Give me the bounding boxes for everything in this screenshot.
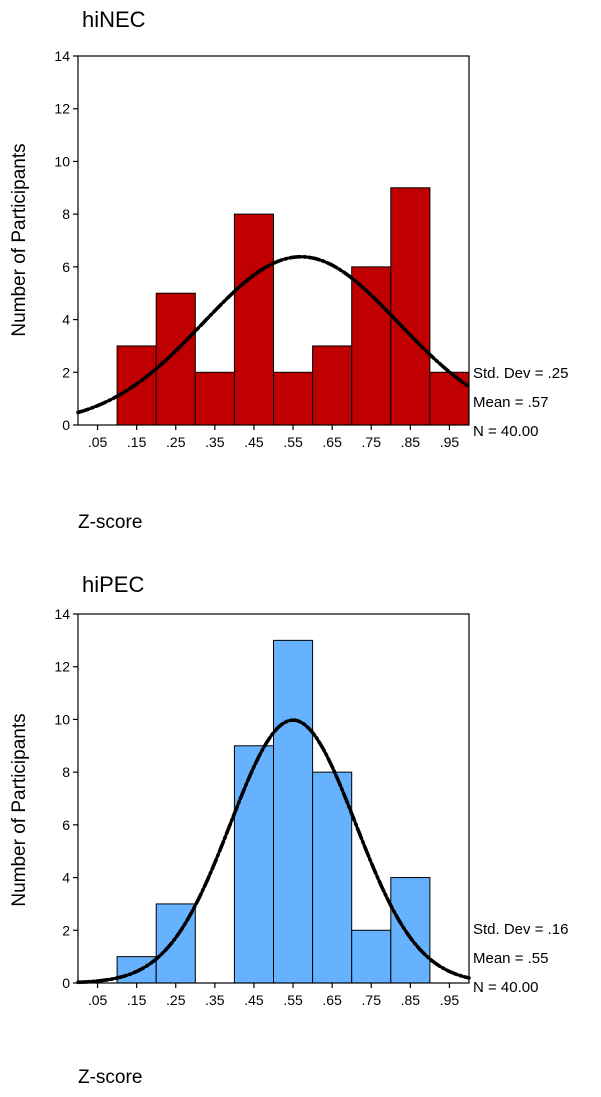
- y-tick-label: 4: [62, 870, 70, 886]
- stats-box: Std. Dev = .25 Mean = .57 N = 40.00: [473, 365, 568, 440]
- stat-mean: Mean = .55: [473, 950, 548, 967]
- bar-45: [233, 745, 274, 984]
- bar-55: [273, 639, 314, 984]
- bar-group: [116, 187, 470, 426]
- bar-25: [155, 292, 196, 426]
- x-tick-label: .35: [205, 434, 225, 450]
- bar-95: [429, 371, 470, 426]
- y-tick-label: 10: [54, 153, 70, 169]
- x-tick-label: .15: [127, 992, 147, 1008]
- x-tick-label: .75: [362, 434, 382, 450]
- y-axis-label: Number of Participants: [9, 713, 30, 906]
- x-tick-label: .85: [401, 992, 421, 1008]
- y-tick-label: 12: [54, 659, 70, 675]
- x-tick-label: .85: [401, 434, 421, 450]
- axes: 0 2 4 6 8 10 12 14 .05 .15 .25 .35 .45 .55 .65 .75 .85 .9…: [54, 606, 459, 1008]
- y-tick-label: 14: [54, 606, 70, 622]
- normal-curve: [76, 718, 471, 985]
- x-tick-label: .15: [127, 434, 147, 450]
- x-tick-label: .55: [283, 992, 303, 1008]
- y-tick-label: 2: [62, 922, 70, 938]
- y-tick-label: 12: [54, 101, 70, 117]
- x-tick-label: .55: [283, 434, 303, 450]
- x-tick-label: .65: [322, 434, 342, 450]
- x-tick-label: .05: [88, 992, 108, 1008]
- bar-85: [390, 187, 431, 426]
- x-tick-label: .65: [322, 992, 342, 1008]
- x-tick-label: .95: [440, 992, 460, 1008]
- stats-box: Std. Dev = .16 Mean = .55 N = 40.00: [473, 921, 568, 996]
- y-tick-label: 6: [62, 259, 70, 275]
- normal-curve: [76, 254, 471, 415]
- x-tick-label: .45: [244, 434, 264, 450]
- x-tick-label: .25: [166, 434, 186, 450]
- y-tick-label: 0: [62, 417, 70, 433]
- x-tick-label: .95: [440, 434, 460, 450]
- axes: 0 2 4 6 8 10 12 14 .05 .15 .25 .35 .45 .55 .65 .75 .85 .9…: [54, 48, 459, 450]
- bar-65: [312, 771, 353, 984]
- x-tick-label: .45: [244, 992, 264, 1008]
- bar-75: [351, 929, 392, 984]
- histogram-hinec: hiNEC Number of Participants Z-score 0 2 4…: [9, 7, 568, 533]
- plot-frame: [77, 613, 470, 984]
- bar-35: [194, 371, 235, 426]
- y-tick-label: 6: [62, 817, 70, 833]
- y-tick-label: 14: [54, 48, 70, 64]
- x-tick-label: .35: [205, 992, 225, 1008]
- stat-std-dev: Std. Dev = .25: [473, 365, 568, 382]
- bar-group: [116, 639, 431, 984]
- y-tick-label: 8: [62, 764, 70, 780]
- x-tick-label: .25: [166, 992, 186, 1008]
- chart-title: hiNEC: [82, 7, 146, 32]
- y-tick-label: 2: [62, 364, 70, 380]
- normal-curve-layer: [76, 718, 471, 985]
- stat-std-dev: Std. Dev = .16: [473, 921, 568, 938]
- bar-75: [351, 266, 392, 426]
- x-tick-label: .05: [88, 434, 108, 450]
- histogram-hipec: hiPEC Number of Participants Z-score 0 2 4…: [9, 572, 568, 1088]
- stat-mean: Mean = .57: [473, 394, 548, 411]
- bar-85: [390, 877, 431, 984]
- plot-frame: [77, 55, 470, 426]
- y-tick-label: 10: [54, 711, 70, 727]
- x-axis-label: Z-score: [78, 1067, 142, 1088]
- y-axis-label: Number of Participants: [9, 143, 30, 336]
- bar-45: [233, 213, 274, 426]
- stat-n: N = 40.00: [473, 423, 538, 440]
- y-tick-label: 4: [62, 312, 70, 328]
- y-tick-label: 8: [62, 206, 70, 222]
- bar-55: [273, 371, 314, 426]
- x-tick-label: .75: [362, 992, 382, 1008]
- y-tick-label: 0: [62, 975, 70, 991]
- normal-curve-layer: [76, 254, 471, 415]
- chart-title: hiPEC: [82, 572, 144, 597]
- bar-65: [312, 345, 353, 426]
- stat-n: N = 40.00: [473, 979, 538, 996]
- x-axis-label: Z-score: [78, 512, 142, 533]
